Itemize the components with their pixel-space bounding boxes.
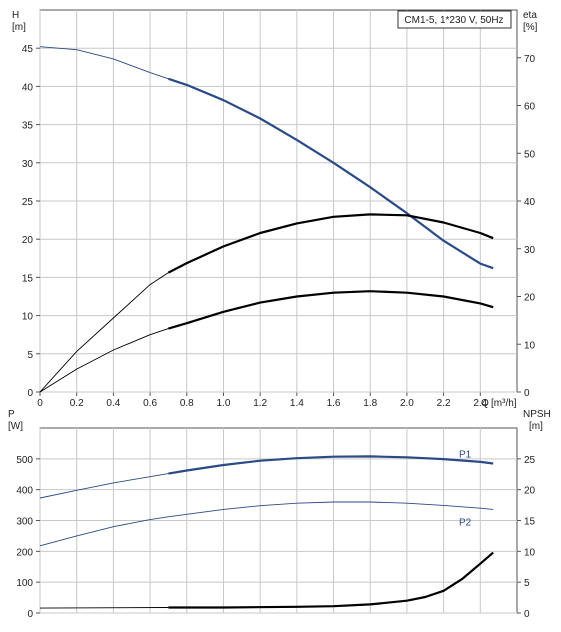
p-axis-label: P (8, 409, 15, 420)
q-axis-label: Q (481, 398, 489, 409)
x-tick-label: 2.2 (437, 398, 451, 409)
h-tick-label: 25 (22, 197, 34, 208)
h-axis-unit: [m] (12, 22, 26, 33)
x-tick-label: 2.4 (473, 398, 487, 409)
eta-tick-label: 20 (524, 293, 536, 304)
head-curve-bold (168, 77, 494, 270)
p-tick-label: 300 (16, 517, 33, 528)
eta-axis-label: eta (523, 10, 537, 21)
eta-tick-label: 70 (524, 54, 536, 65)
npsh-curve-thin (39, 607, 169, 609)
x-tick-label: 0.8 (180, 398, 194, 409)
h-tick-label: 20 (22, 235, 34, 246)
npsh-axis-label: NPSH (523, 409, 551, 420)
p-axis-unit: [W] (8, 421, 23, 432)
head-curve-lower-bold (168, 290, 494, 330)
x-tick-label: 1.2 (253, 398, 267, 409)
head-curve-thin (39, 46, 169, 80)
npsh-tick-label: 20 (524, 486, 536, 497)
eta-tick-label: 10 (524, 340, 536, 351)
h-tick-label: 30 (22, 159, 34, 170)
npsh-tick-label: 5 (524, 578, 530, 589)
efficiency-curve-bold (167, 213, 494, 274)
efficiency-curve-thin (39, 272, 169, 393)
title-box (397, 10, 512, 29)
npsh-tick-label: 25 (524, 455, 536, 466)
h-tick-label: 15 (22, 273, 34, 284)
npsh-curve-bold (168, 551, 494, 609)
p-tick-label: 500 (16, 455, 33, 466)
eta-tick-label: 60 (524, 102, 536, 113)
npsh-axis-unit: [m] (529, 421, 543, 432)
eta-tick-label: 40 (524, 197, 536, 208)
p-tick-label: 200 (16, 547, 33, 558)
chart-title: CM1-5, 1*230 V, 50Hz (404, 15, 503, 26)
h-tick-label: 5 (27, 350, 33, 361)
x-tick-label: 0.2 (70, 398, 84, 409)
p-tick-label: 0 (27, 609, 33, 620)
q-axis-unit: [m³/h] (491, 398, 517, 409)
x-tick-label: 0.6 (143, 398, 157, 409)
p1-curve-bold (168, 455, 494, 475)
eta-tick-label: 30 (524, 245, 536, 256)
p1-series-label: P1 (459, 449, 472, 460)
p-tick-label: 100 (16, 578, 33, 589)
x-tick-label: 0.4 (106, 398, 120, 409)
x-tick-label: 0 (37, 398, 43, 409)
x-tick-label: 2.0 (400, 398, 414, 409)
h-tick-label: 40 (22, 82, 34, 93)
head-curve-lower-thin (39, 328, 169, 393)
h-tick-label: 45 (22, 44, 34, 55)
h-tick-label: 10 (22, 312, 34, 323)
h-tick-label: 35 (22, 121, 34, 132)
p2-series-label: P2 (459, 517, 472, 528)
p1-curve-thin (39, 473, 169, 499)
p-tick-label: 400 (16, 486, 33, 497)
eta-tick-label: 50 (524, 149, 536, 160)
x-tick-label: 1.0 (217, 398, 231, 409)
npsh-tick-label: 15 (524, 517, 536, 528)
x-tick-label: 1.8 (363, 398, 377, 409)
x-tick-label: 1.4 (290, 398, 304, 409)
h-axis-label: H (12, 10, 19, 21)
eta-axis-unit: [%] (523, 22, 538, 33)
p2-curve-thin (39, 501, 494, 547)
npsh-tick-label: 10 (524, 547, 536, 558)
x-tick-label: 1.6 (327, 398, 341, 409)
eta-tick-label: 0 (524, 388, 530, 399)
npsh-tick-label: 0 (524, 609, 530, 620)
h-tick-label: 0 (27, 388, 33, 399)
